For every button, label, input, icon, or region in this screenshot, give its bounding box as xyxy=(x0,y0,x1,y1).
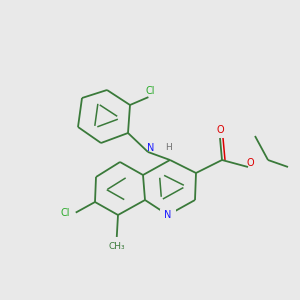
Text: H: H xyxy=(165,143,171,152)
Bar xyxy=(160,209,176,221)
Text: N: N xyxy=(147,143,155,153)
Text: Cl: Cl xyxy=(61,208,70,218)
Text: CH₃: CH₃ xyxy=(108,242,125,251)
Text: O: O xyxy=(246,158,254,168)
Text: Cl: Cl xyxy=(146,86,155,96)
Text: N: N xyxy=(164,210,172,220)
Text: O: O xyxy=(216,125,224,135)
